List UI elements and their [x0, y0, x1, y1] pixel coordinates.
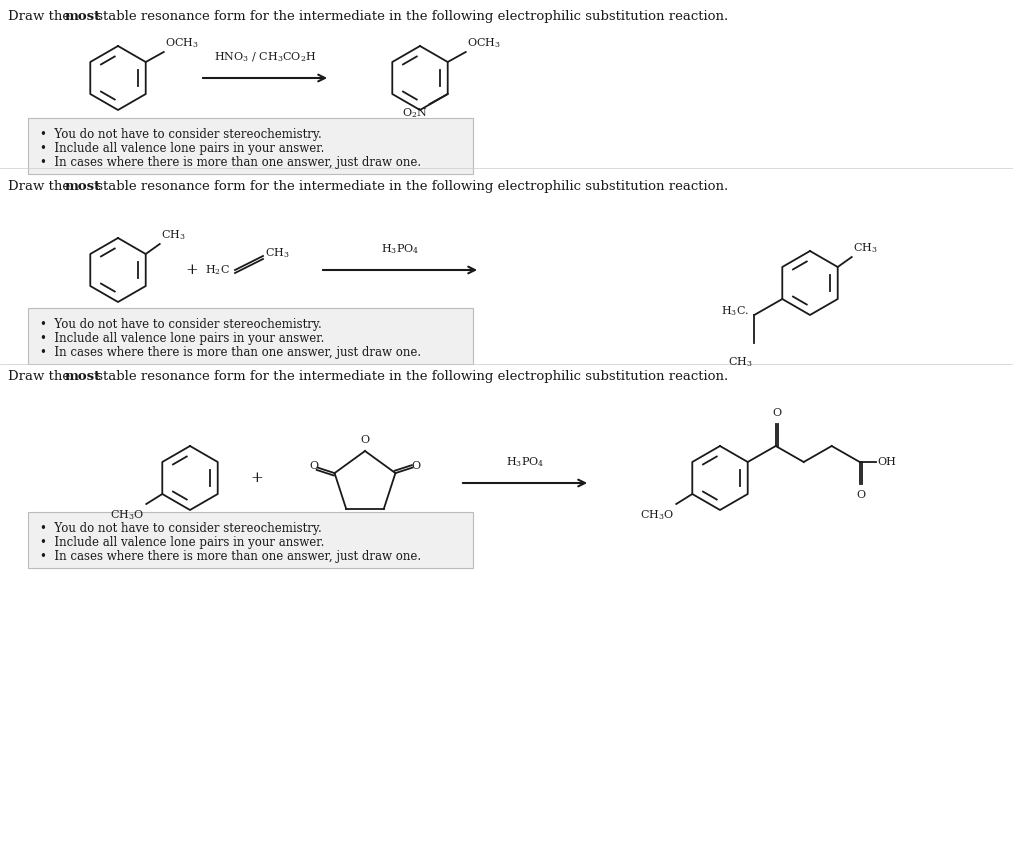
- Text: $\mathregular{H_2C}$: $\mathregular{H_2C}$: [205, 263, 230, 277]
- Text: $\mathregular{H_3C.}$: $\mathregular{H_3C.}$: [721, 304, 750, 318]
- Text: •  You do not have to consider stereochemistry.: • You do not have to consider stereochem…: [40, 318, 322, 331]
- Text: O: O: [772, 408, 781, 418]
- Bar: [28, 308, 473, 364]
- Text: •  In cases where there is more than one answer, just draw one.: • In cases where there is more than one …: [40, 346, 421, 359]
- Text: $\mathregular{O_2N}$: $\mathregular{O_2N}$: [402, 106, 427, 120]
- Text: $\mathregular{H_3PO_4}$: $\mathregular{H_3PO_4}$: [505, 455, 544, 469]
- Text: •  You do not have to consider stereochemistry.: • You do not have to consider stereochem…: [40, 128, 322, 141]
- Text: $\mathregular{CH_3O}$: $\mathregular{CH_3O}$: [640, 508, 675, 522]
- Text: $\mathregular{CH_3}$: $\mathregular{CH_3}$: [728, 355, 753, 369]
- Text: O: O: [856, 490, 865, 500]
- Text: $\mathregular{CH_3}$: $\mathregular{CH_3}$: [161, 228, 185, 242]
- Text: O: O: [412, 461, 421, 471]
- Text: $\mathregular{H_3PO_4}$: $\mathregular{H_3PO_4}$: [381, 242, 419, 256]
- Text: $\mathregular{CH_3}$: $\mathregular{CH_3}$: [265, 247, 290, 260]
- Text: O: O: [361, 435, 370, 445]
- Text: stable resonance form for the intermediate in the following electrophilic substi: stable resonance form for the intermedia…: [92, 370, 728, 383]
- Text: •  In cases where there is more than one answer, just draw one.: • In cases where there is more than one …: [40, 550, 421, 563]
- Text: Draw the: Draw the: [8, 180, 74, 193]
- Bar: [28, 512, 473, 568]
- Text: $\mathregular{OCH_3}$: $\mathregular{OCH_3}$: [165, 36, 199, 50]
- Text: $\mathregular{CH_3}$: $\mathregular{CH_3}$: [853, 241, 877, 255]
- Text: $\mathregular{HNO_3}$ / $\mathregular{CH_3CO_2H}$: $\mathregular{HNO_3}$ / $\mathregular{CH…: [214, 50, 316, 64]
- Text: +: +: [185, 263, 199, 277]
- Text: •  Include all valence lone pairs in your answer.: • Include all valence lone pairs in your…: [40, 536, 324, 549]
- Text: most: most: [65, 10, 101, 23]
- Text: •  In cases where there is more than one answer, just draw one.: • In cases where there is more than one …: [40, 156, 421, 169]
- Text: Draw the: Draw the: [8, 370, 74, 383]
- Text: OH: OH: [877, 457, 897, 467]
- Text: •  You do not have to consider stereochemistry.: • You do not have to consider stereochem…: [40, 522, 322, 535]
- Text: most: most: [65, 370, 101, 383]
- Text: O: O: [309, 461, 318, 471]
- Text: $\mathregular{CH_3O}$: $\mathregular{CH_3O}$: [110, 508, 144, 522]
- Text: •  Include all valence lone pairs in your answer.: • Include all valence lone pairs in your…: [40, 332, 324, 345]
- Bar: [28, 118, 473, 174]
- Text: $\mathregular{OCH_3}$: $\mathregular{OCH_3}$: [467, 36, 500, 50]
- Text: •  Include all valence lone pairs in your answer.: • Include all valence lone pairs in your…: [40, 142, 324, 155]
- Text: most: most: [65, 180, 101, 193]
- Text: stable resonance form for the intermediate in the following electrophilic substi: stable resonance form for the intermedia…: [92, 180, 728, 193]
- Text: stable resonance form for the intermediate in the following electrophilic substi: stable resonance form for the intermedia…: [92, 10, 728, 23]
- Text: +: +: [250, 471, 263, 485]
- Text: Draw the: Draw the: [8, 10, 74, 23]
